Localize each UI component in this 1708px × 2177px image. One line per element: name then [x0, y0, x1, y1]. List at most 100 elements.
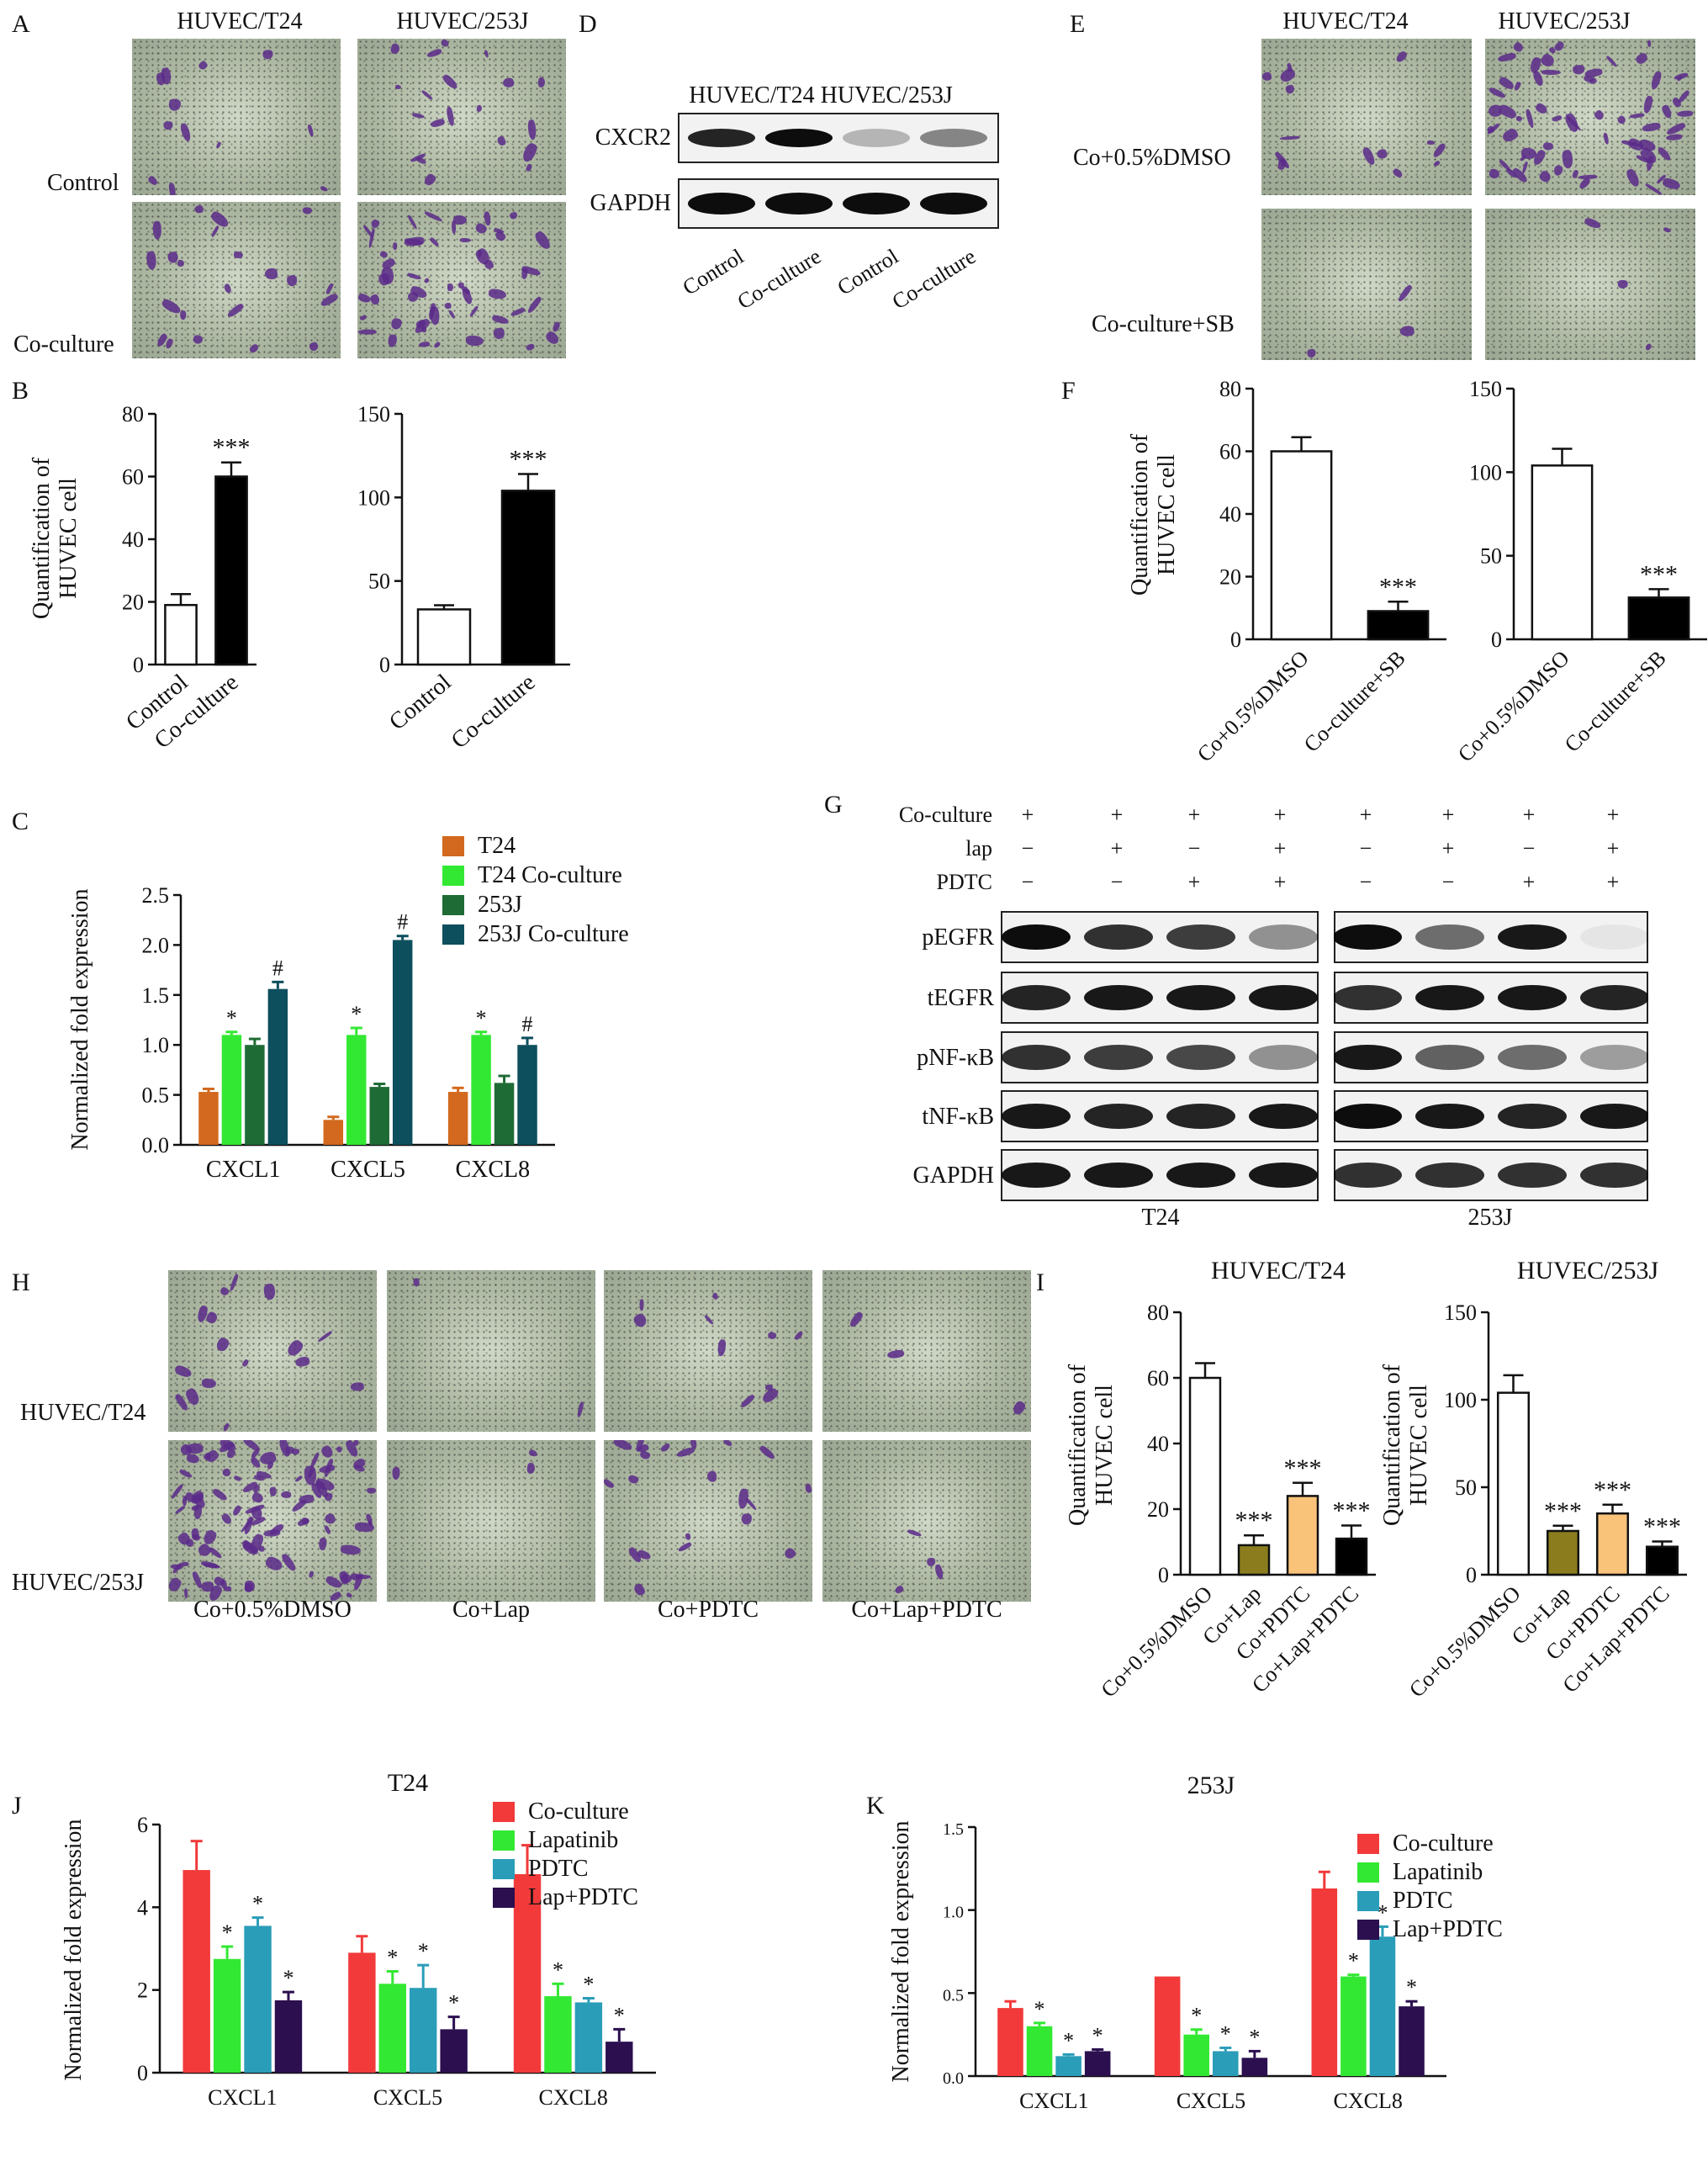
y-tick-label: 50	[368, 569, 390, 594]
stained-cell	[767, 1331, 778, 1340]
legend-swatch	[442, 866, 464, 886]
stained-cell	[452, 215, 468, 225]
panel-h-t24-2	[604, 1270, 812, 1432]
bar	[1270, 450, 1333, 641]
stained-cell	[1537, 169, 1552, 184]
stained-cell	[475, 103, 483, 112]
stained-cell	[444, 302, 452, 310]
panel-e-row-label: Co-culture+SB	[1092, 311, 1235, 337]
stained-cell	[308, 1571, 315, 1579]
bar	[1546, 1529, 1580, 1576]
stained-cell	[223, 282, 232, 294]
stained-cell	[483, 211, 492, 226]
bar	[1496, 1391, 1531, 1576]
stained-cell	[356, 1574, 371, 1579]
stained-cell	[1431, 142, 1447, 160]
panel-a-row-label: Control	[47, 170, 119, 196]
blot-band	[920, 193, 987, 215]
panel-g-sign: −	[1522, 836, 1536, 861]
bar	[214, 475, 248, 666]
y-tick-label: 2.0	[142, 933, 170, 957]
chart-title: HUVEC/T24	[1211, 1257, 1346, 1284]
stained-cell	[1394, 49, 1409, 65]
stained-cell	[1583, 66, 1603, 78]
legend-label: Lapatinib	[1393, 1859, 1483, 1885]
blot-band	[1166, 985, 1235, 1010]
stained-cell	[319, 1443, 336, 1460]
stained-cell	[428, 236, 440, 248]
stained-cell	[441, 72, 459, 91]
bar	[544, 1996, 572, 2073]
stained-cell	[1676, 89, 1691, 104]
y-tick-label: 0	[1466, 1563, 1477, 1587]
y-tick-label: 100	[357, 485, 390, 510]
stained-cell	[632, 1582, 647, 1597]
stained-cell	[262, 50, 273, 60]
y-axis-label: Normalized fold expression	[67, 888, 93, 1150]
bar	[267, 988, 288, 1145]
stained-cell	[407, 291, 419, 303]
stained-cell	[805, 1483, 812, 1494]
legend-swatch	[493, 1830, 515, 1851]
panel-g-sign: +	[1606, 836, 1620, 861]
bar	[274, 2000, 303, 2073]
panel-g-blot-253j	[1334, 1149, 1648, 1201]
panel-g-sign: +	[1522, 870, 1536, 894]
chart-title: T24	[388, 1769, 428, 1797]
x-category-label: Co+0.5%DMSO	[1096, 1581, 1217, 1703]
stained-cell	[1375, 148, 1388, 161]
stained-cell	[411, 112, 426, 119]
panel-g-condition-label: Co-culture	[898, 802, 992, 827]
blot-band	[1415, 924, 1484, 950]
panel-letter-g: G	[824, 791, 843, 818]
stained-cell	[741, 1512, 753, 1525]
significance-mark: *	[1220, 2021, 1231, 2046]
stained-cell	[379, 250, 389, 259]
y-axis-label: Normalized fold expression	[61, 1819, 87, 2080]
panel-h-row-label: HUVEC/253J	[12, 1570, 145, 1596]
stained-cell	[406, 272, 421, 281]
stained-cell	[1516, 115, 1523, 121]
stained-cell	[163, 121, 173, 130]
y-axis-label: Quantification of	[1065, 1364, 1091, 1526]
significance-mark: ***	[1544, 1497, 1582, 1525]
stained-cell	[319, 292, 340, 309]
panel-a-control-253j	[357, 39, 566, 195]
bar	[574, 2002, 603, 2073]
bar	[1399, 2006, 1425, 2076]
blot-band	[1334, 985, 1402, 1010]
stained-cell	[677, 1541, 692, 1554]
bar	[1237, 1544, 1271, 1576]
significance-mark: *	[226, 1006, 237, 1030]
y-tick-label: 50	[1455, 1475, 1477, 1500]
significance-mark: ***	[213, 434, 251, 462]
y-tick-label: 1.5	[943, 1820, 964, 1839]
bar	[1084, 2051, 1111, 2076]
legend-label: Lap+PDTC	[1393, 1916, 1503, 1942]
stained-cell	[177, 260, 184, 267]
stained-cell	[168, 1576, 183, 1594]
x-category-label: CXCL1	[208, 2085, 277, 2110]
stained-cell	[422, 172, 437, 188]
panel-d-row-label: CXCR2	[595, 124, 671, 151]
stained-cell	[350, 1382, 364, 1392]
stained-cell	[229, 1274, 240, 1292]
x-category-label: Co+0.5%DMSO	[1453, 646, 1574, 767]
panel-g-blot-label: tNF-κB	[922, 1104, 994, 1130]
stained-cell	[415, 156, 427, 166]
blot-band	[1498, 1163, 1567, 1188]
significance-mark: *	[614, 2003, 625, 2027]
x-category-label: Co-culture	[447, 670, 541, 755]
significance-mark: ***	[1284, 1454, 1322, 1482]
panel-g-blot-t24	[1001, 1031, 1319, 1083]
stained-cell	[528, 1449, 539, 1457]
stained-cell	[1602, 132, 1610, 145]
stained-cell	[1489, 86, 1508, 100]
stained-cell	[1663, 226, 1672, 233]
stained-cell	[306, 124, 315, 138]
stained-cell	[1497, 75, 1515, 92]
legend-label: Co-culture	[528, 1798, 629, 1825]
x-category-label: CXCL1	[206, 1157, 281, 1183]
stained-cell	[369, 218, 381, 230]
panel-h-253j-2	[604, 1440, 812, 1602]
